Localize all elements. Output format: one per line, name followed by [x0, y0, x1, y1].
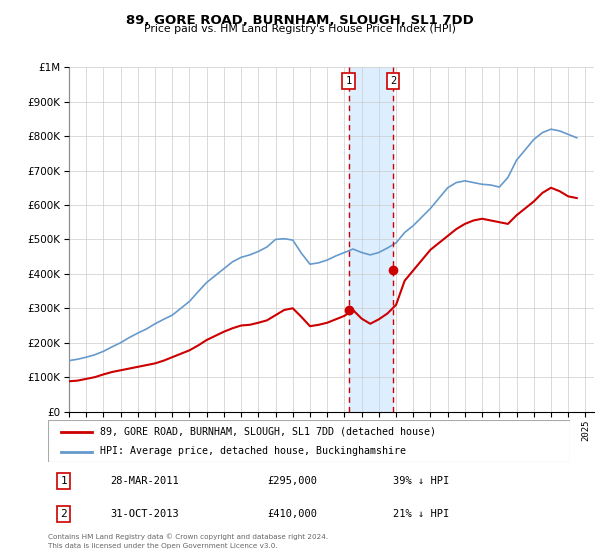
Text: 2: 2	[390, 76, 396, 86]
Text: 2: 2	[60, 509, 67, 519]
Text: 89, GORE ROAD, BURNHAM, SLOUGH, SL1 7DD (detached house): 89, GORE ROAD, BURNHAM, SLOUGH, SL1 7DD …	[100, 427, 436, 437]
Text: £410,000: £410,000	[267, 509, 317, 519]
Text: 1: 1	[60, 476, 67, 486]
Text: £295,000: £295,000	[267, 476, 317, 486]
Text: 39% ↓ HPI: 39% ↓ HPI	[392, 476, 449, 486]
Text: Contains HM Land Registry data © Crown copyright and database right 2024.: Contains HM Land Registry data © Crown c…	[48, 533, 328, 540]
Text: 28-MAR-2011: 28-MAR-2011	[110, 476, 179, 486]
Text: 89, GORE ROAD, BURNHAM, SLOUGH, SL1 7DD: 89, GORE ROAD, BURNHAM, SLOUGH, SL1 7DD	[126, 14, 474, 27]
Text: 21% ↓ HPI: 21% ↓ HPI	[392, 509, 449, 519]
Text: Price paid vs. HM Land Registry's House Price Index (HPI): Price paid vs. HM Land Registry's House …	[144, 24, 456, 34]
Text: HPI: Average price, detached house, Buckinghamshire: HPI: Average price, detached house, Buck…	[100, 446, 406, 456]
Text: 1: 1	[346, 76, 352, 86]
Bar	[349, 67, 393, 412]
Text: This data is licensed under the Open Government Licence v3.0.: This data is licensed under the Open Gov…	[48, 543, 278, 549]
Text: 31-OCT-2013: 31-OCT-2013	[110, 509, 179, 519]
